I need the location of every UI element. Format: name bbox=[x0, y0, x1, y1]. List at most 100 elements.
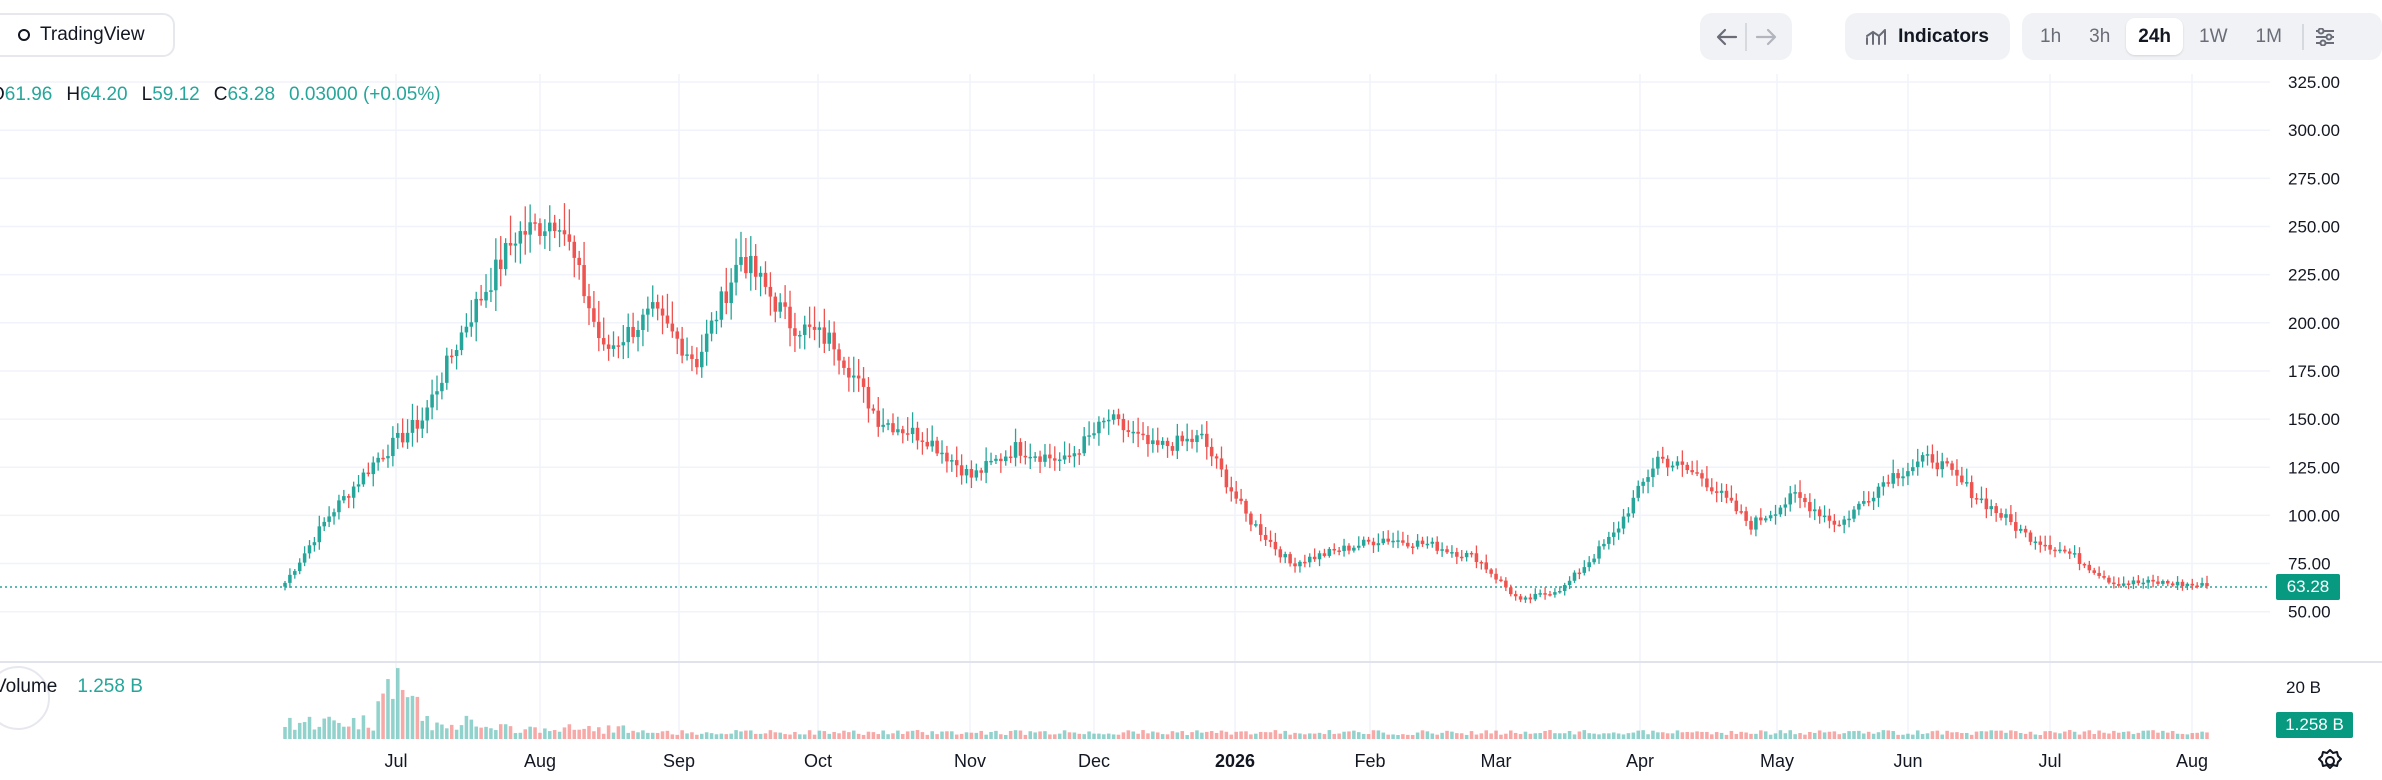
chart-settings-icon[interactable] bbox=[2308, 20, 2342, 54]
candle-body bbox=[1528, 597, 1533, 600]
candle-body bbox=[2004, 514, 2008, 518]
volume-bar bbox=[1695, 731, 1699, 739]
volume-bar bbox=[876, 734, 881, 739]
candle-body bbox=[410, 419, 415, 433]
volume-bar bbox=[616, 726, 621, 739]
volume-legend: Volume 1.258 B bbox=[0, 676, 143, 698]
timeframe-1w[interactable]: 1W bbox=[2199, 25, 2228, 47]
volume-bar bbox=[1665, 733, 1670, 739]
time-tick-label: Oct bbox=[804, 751, 832, 771]
candle-body bbox=[587, 296, 591, 309]
candle-body bbox=[2161, 581, 2165, 584]
volume-bar bbox=[2121, 731, 2126, 739]
candle-body bbox=[910, 427, 915, 435]
candle bbox=[1705, 466, 1709, 492]
volume-bar bbox=[1430, 733, 1435, 739]
candle bbox=[1891, 459, 1895, 489]
volume-bar bbox=[739, 731, 743, 739]
volume-bar bbox=[1646, 734, 1650, 739]
volume-bar bbox=[1543, 730, 1547, 739]
candle bbox=[2097, 566, 2101, 579]
candle-body bbox=[1656, 456, 1660, 469]
volume-bar bbox=[2151, 730, 2155, 739]
candle bbox=[2156, 575, 2160, 587]
price-axis[interactable]: 325.00 300.00 275.00 250.00 225.00 200.00 175.… bbox=[2288, 73, 2340, 622]
volume-bar bbox=[1224, 731, 1229, 739]
indicators-button[interactable]: Indicators bbox=[1845, 13, 2010, 60]
volume-bar bbox=[1347, 731, 1351, 739]
volume-bar bbox=[1381, 732, 1386, 739]
time-tick-label: Aug bbox=[524, 751, 556, 771]
candle bbox=[415, 405, 420, 443]
open-label: O bbox=[0, 84, 5, 105]
candle-body bbox=[484, 291, 488, 301]
volume-bar bbox=[548, 731, 552, 739]
candle bbox=[856, 358, 861, 392]
volume-bar bbox=[562, 727, 567, 739]
gear-icon[interactable] bbox=[2316, 747, 2344, 775]
candle bbox=[1729, 485, 1734, 503]
volume-bar bbox=[1901, 734, 1905, 739]
volume-pane-button[interactable] bbox=[0, 666, 50, 730]
timeframe-3h[interactable]: 3h bbox=[2089, 25, 2111, 47]
candle bbox=[1798, 480, 1802, 509]
candle bbox=[543, 219, 547, 249]
candle bbox=[611, 331, 616, 357]
candle bbox=[1484, 554, 1489, 573]
volume-bar bbox=[1307, 733, 1312, 739]
volume-bar bbox=[695, 734, 699, 739]
candle-body bbox=[283, 582, 287, 587]
volume-bar bbox=[1298, 733, 1302, 739]
candle-body bbox=[1964, 482, 1969, 484]
forward-arrow-icon[interactable] bbox=[1747, 18, 1784, 56]
candle bbox=[1695, 460, 1699, 477]
candle bbox=[1048, 443, 1052, 469]
candle bbox=[974, 463, 979, 481]
timeframe-1h[interactable]: 1h bbox=[2040, 25, 2062, 47]
timeframe-24h[interactable]: 24h bbox=[2126, 18, 2184, 55]
brand-badge[interactable]: TradingView bbox=[0, 13, 175, 57]
volume-bar bbox=[1754, 733, 1758, 739]
volume-bar bbox=[1121, 732, 1126, 739]
candle-body bbox=[1474, 553, 1479, 563]
candle-body bbox=[2028, 532, 2033, 542]
volume-bar bbox=[974, 732, 979, 739]
time-axis[interactable]: Jul Aug Sep Oct Nov Dec 2026 Feb Mar Apr May Jun Jul… bbox=[384, 751, 2208, 771]
candle bbox=[361, 468, 366, 487]
candle bbox=[302, 546, 307, 567]
candle bbox=[1190, 429, 1194, 449]
volume-bar bbox=[1862, 733, 1866, 739]
candle bbox=[1665, 455, 1670, 477]
candle-body bbox=[1543, 593, 1547, 595]
candle bbox=[1254, 520, 1258, 528]
volume-bar bbox=[1925, 733, 1930, 739]
volume-bar bbox=[1499, 734, 1503, 739]
volume-bar bbox=[1675, 730, 1680, 739]
volume-bar bbox=[1396, 734, 1400, 739]
timeframe-1m[interactable]: 1M bbox=[2255, 25, 2282, 47]
candle bbox=[587, 283, 591, 326]
candle-body bbox=[2190, 583, 2195, 586]
candle bbox=[1759, 508, 1763, 525]
back-arrow-icon[interactable] bbox=[1708, 18, 1745, 56]
candle-body bbox=[1357, 545, 1361, 548]
volume-bar bbox=[886, 734, 890, 739]
candle bbox=[498, 236, 503, 287]
volume-bar bbox=[631, 730, 635, 739]
candle bbox=[1631, 490, 1636, 518]
candle bbox=[2175, 576, 2180, 591]
volume-bar bbox=[1160, 734, 1165, 739]
candle-body bbox=[1616, 528, 1621, 533]
candle bbox=[1871, 491, 1876, 510]
candle-body bbox=[435, 391, 439, 395]
candle-body bbox=[1822, 515, 1827, 518]
volume-bar bbox=[950, 731, 954, 739]
candle-body bbox=[1665, 458, 1670, 468]
volume-bar bbox=[665, 730, 670, 739]
candle bbox=[371, 456, 376, 487]
volume-bar bbox=[2014, 731, 2018, 739]
candle bbox=[901, 425, 905, 444]
candle-body bbox=[425, 407, 429, 421]
candle-body bbox=[2043, 544, 2047, 547]
